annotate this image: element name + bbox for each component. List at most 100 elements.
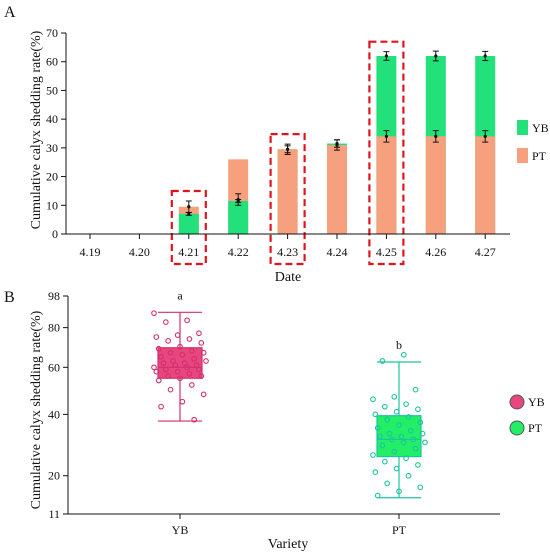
bar-pt-4.24 [327,144,347,234]
data-point [196,330,202,337]
data-point [372,469,379,475]
error-bar-pt-4.25 [383,130,390,143]
data-point [407,427,414,434]
y-tick-label: 10 [46,198,58,212]
x-axis-label: Date [275,270,301,285]
bar-pt-4.23 [277,149,298,234]
legend-swatch-yb [517,120,528,135]
data-point [181,360,188,366]
error-bar-pt-4.22 [235,193,242,206]
data-point [151,310,157,317]
data-point [412,386,419,393]
data-point [174,332,181,338]
legend-marker-yb [509,394,525,410]
data-point [396,488,402,495]
data-point [403,455,409,462]
data-point [153,334,160,340]
error-bar-yb-4.26 [432,50,439,62]
significance-letter: a [177,288,183,302]
x-tick-label: 4.19 [80,245,101,259]
x-tick-label: 4.25 [376,245,397,259]
x-tick-label: 4.24 [327,245,348,259]
y-ticks: 11 20 40 60 80 98 [48,289,68,521]
data-point [193,362,200,369]
data-point [167,386,174,393]
y-tick-label: 70 [46,26,58,40]
y-tick-label: 80 [48,321,60,335]
bar-pt-4.26 [425,136,446,234]
error-bars [88,50,489,235]
data-point [167,349,174,356]
legend-label-yb: YB [528,395,545,409]
data-point [386,430,393,437]
data-point [198,373,205,379]
error-bar-pt-4.23 [284,143,291,155]
y-tick-label: 60 [46,55,58,69]
panel-b-label: B [4,289,15,306]
data-point [415,406,421,413]
data-point [179,351,186,358]
data-point [165,373,172,379]
data-point [153,368,160,375]
data-point [370,396,376,403]
bar-yb-4.22 [228,200,249,234]
data-point [188,382,195,388]
data-point [184,364,190,371]
box-pt: b [370,338,428,499]
box-yb: a [151,288,209,423]
x-tick-label: YB [172,523,189,537]
error-bar-yb-4.25 [383,51,390,61]
data-point [393,465,400,472]
data-point [162,366,169,373]
data-point [370,452,376,458]
legend: YB PT [509,394,545,436]
data-point [405,414,412,420]
data-point [415,462,421,468]
data-point [389,436,395,443]
data-point [393,408,400,415]
data-point [396,422,402,428]
bars [178,55,496,234]
error-bar-pt-4.27 [482,130,489,143]
legend-label-yb: YB [532,121,549,135]
x-axis-label: Variety [268,537,308,552]
x-tick-label: 4.27 [475,245,496,259]
data-point [403,401,409,408]
data-point [186,336,193,342]
data-point [398,433,405,440]
data-point [158,403,164,410]
y-tick-label: 11 [48,507,60,521]
y-axis-label: Cumulative calyx shedding rate(%) [29,30,44,229]
data-point [170,358,176,364]
x-tick-label: 4.20 [129,245,150,259]
y-tick-label: 20 [46,170,58,184]
legend-swatch-pt [517,148,528,163]
y-tick-label: 50 [46,83,58,97]
legend-marker-pt [509,420,525,436]
data-point [410,436,417,443]
y-tick-label: 98 [48,289,60,303]
data-point [379,358,386,364]
data-point [158,353,164,360]
data-point [379,442,386,449]
data-point [391,448,398,455]
data-point [162,319,169,325]
data-point [419,430,426,437]
data-point [191,356,198,362]
boxes: ab [151,288,428,499]
data-point [400,351,407,358]
legend: YB PT [517,120,549,163]
legend-label-pt: PT [528,421,543,435]
data-point [372,411,379,418]
bar-pt-4.25 [376,136,397,234]
data-point [384,480,391,487]
bar-pt-4.27 [475,136,496,234]
x-ticks: YB PT [172,514,407,537]
data-point [381,458,388,465]
data-point [174,368,181,375]
data-point [184,317,190,324]
data-point [151,364,157,371]
legend-label-pt: PT [532,149,547,163]
data-point [198,339,205,346]
